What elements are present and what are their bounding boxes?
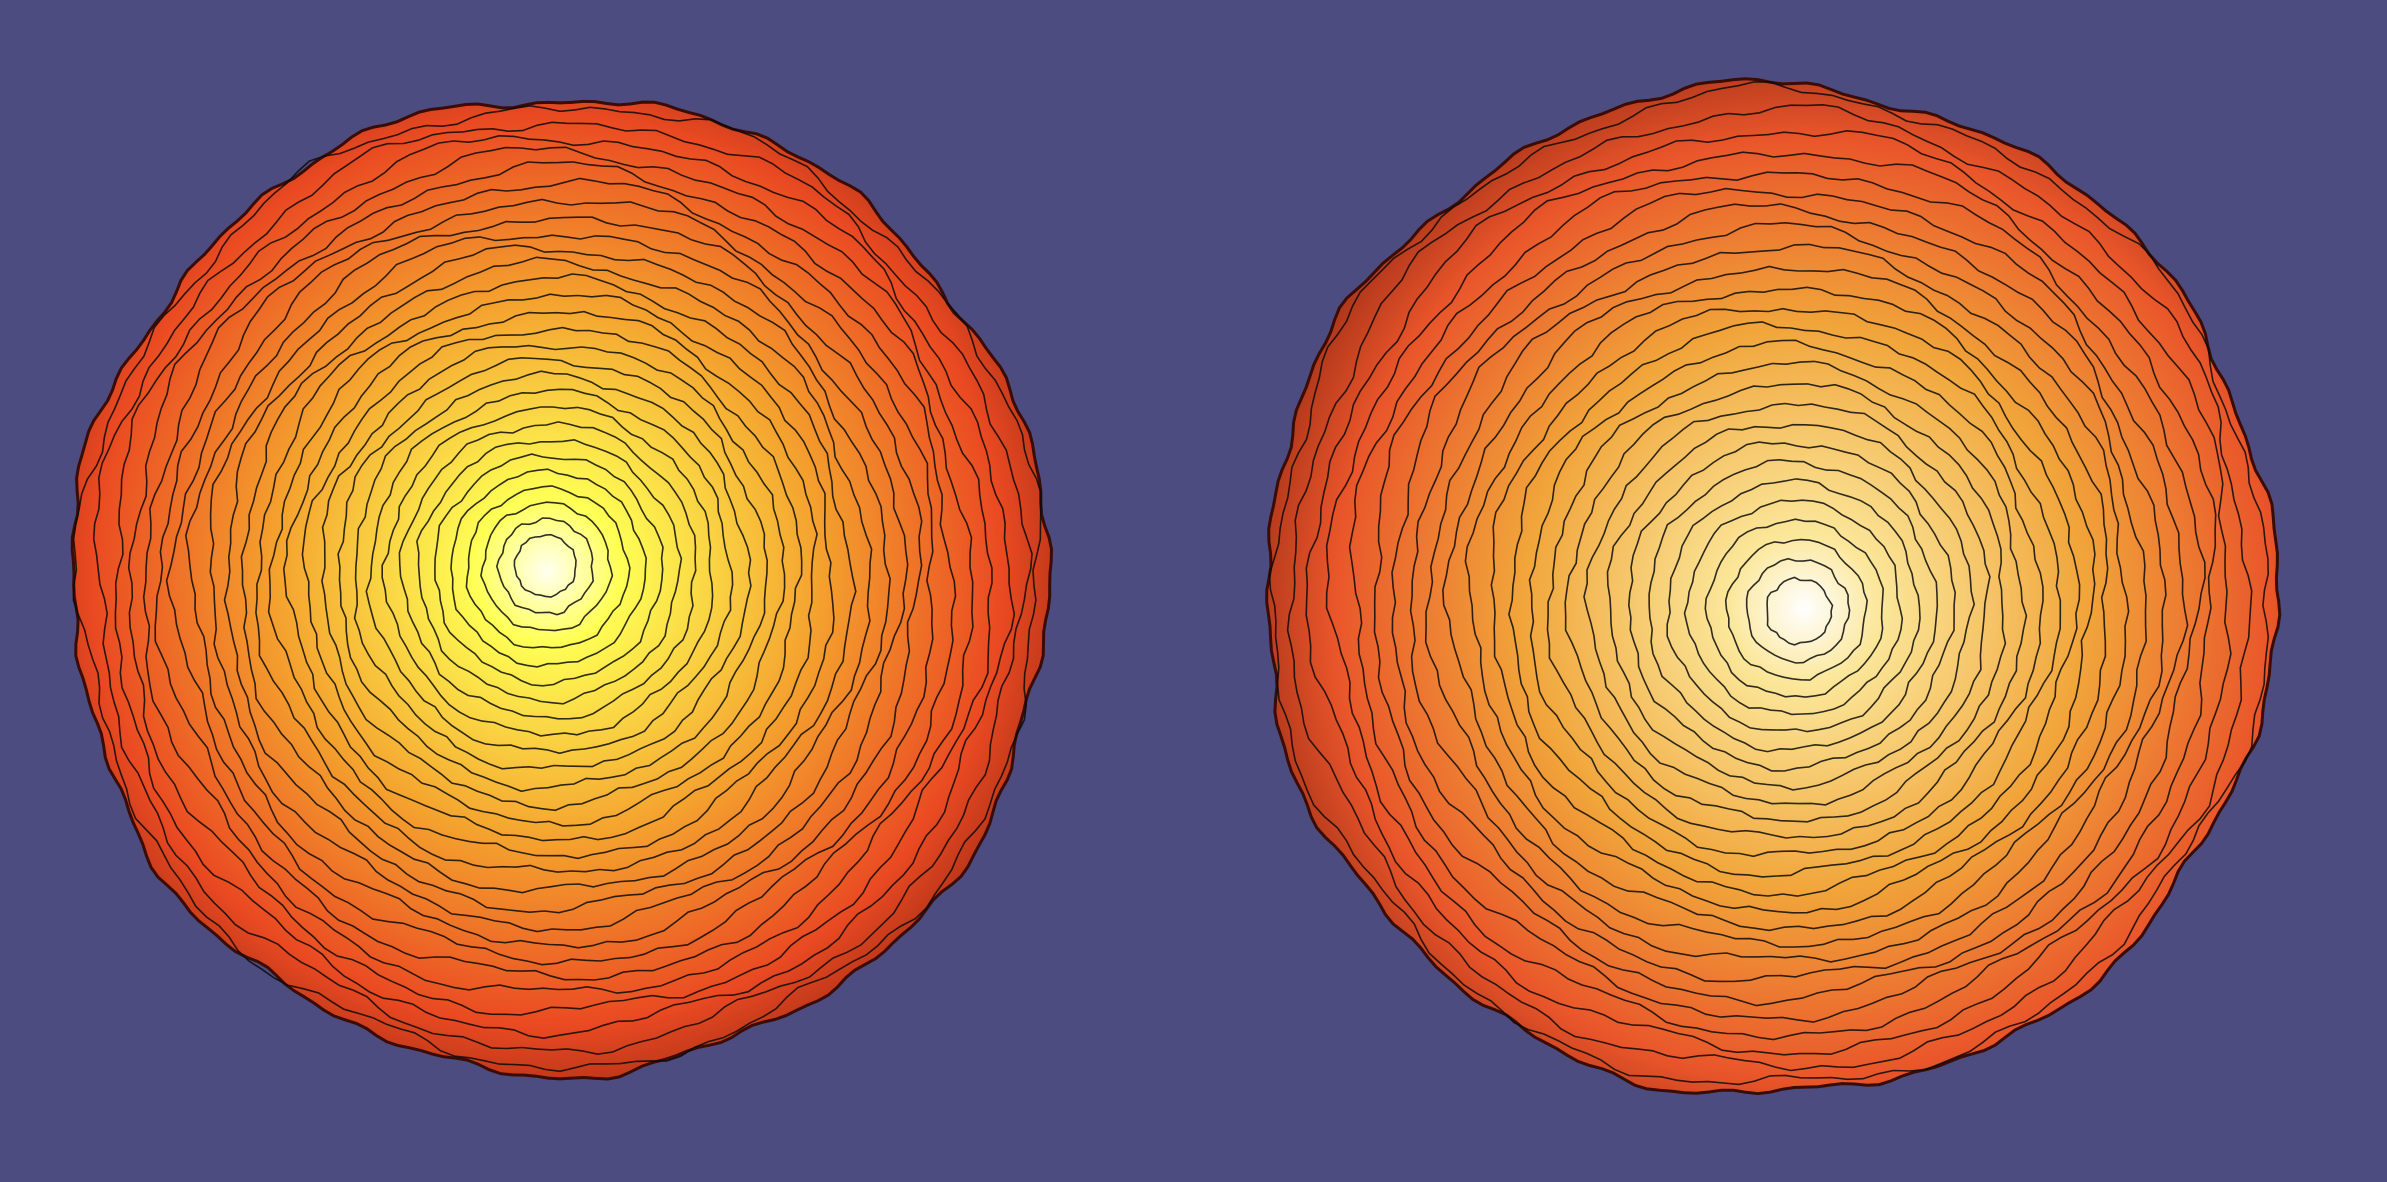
- contour-line: [301, 326, 803, 827]
- right-sphere: [1265, 77, 2282, 1096]
- contour-line: [381, 406, 714, 737]
- contour-line: [223, 244, 891, 914]
- contour-line: [1564, 383, 2007, 823]
- contour-line: [1766, 576, 1834, 646]
- contour-line: [282, 310, 818, 842]
- contour-line: [398, 421, 697, 720]
- contour-line: [1348, 171, 2206, 1023]
- contour-line: [1325, 151, 2217, 1041]
- contour-line: [1286, 103, 2253, 1072]
- contour-line: [434, 453, 664, 687]
- contour-line: [480, 501, 614, 632]
- contour-line: [92, 121, 1033, 1056]
- contour-line: [184, 216, 923, 949]
- contour-line: [1648, 458, 1939, 753]
- contour-line: [1546, 360, 2028, 839]
- contour-line: [495, 517, 595, 616]
- contour-line: [1508, 321, 2062, 878]
- contour-line: [416, 438, 683, 705]
- contour-line: [321, 344, 786, 812]
- contour-line: [255, 273, 857, 873]
- contour-line: [365, 388, 734, 755]
- contour-line: [337, 356, 769, 793]
- contour-line: [465, 485, 631, 649]
- contour-line: [1528, 339, 2044, 858]
- contour-line: [1724, 538, 1869, 681]
- contour-line: [1606, 423, 1976, 791]
- contour-line: [72, 104, 1042, 1073]
- contour-line: [142, 161, 974, 994]
- contour-line: [450, 468, 648, 668]
- contour-line: [1683, 499, 1904, 716]
- sphere-surface: [1265, 77, 2282, 1096]
- contour-line: [1627, 441, 1957, 772]
- contour-line: [1490, 307, 2081, 897]
- contour-line: [1391, 203, 2167, 983]
- contour-line: [154, 177, 957, 981]
- contour-line: [1409, 221, 2148, 963]
- contour-line: [1464, 286, 2096, 914]
- contour-line: [353, 370, 752, 770]
- contour-line: [1305, 129, 2232, 1056]
- contour-line: [1704, 518, 1885, 698]
- contour-line: [1745, 557, 1851, 664]
- contour-line: [513, 533, 577, 598]
- contour-line: [1268, 81, 2270, 1086]
- left-sphere: [70, 99, 1054, 1081]
- contour-line: [165, 198, 934, 966]
- contour-line: [1442, 265, 2109, 932]
- contour-line: [209, 234, 909, 933]
- contour-line: [240, 256, 873, 894]
- contour-line: [1666, 478, 1921, 733]
- contour-line: [267, 293, 835, 860]
- contour-line: [127, 146, 993, 1016]
- contour-line: [1373, 187, 2189, 1007]
- contour-line: [1424, 243, 2130, 948]
- contour-line: [114, 134, 1016, 1040]
- contour-line: [1583, 402, 1991, 806]
